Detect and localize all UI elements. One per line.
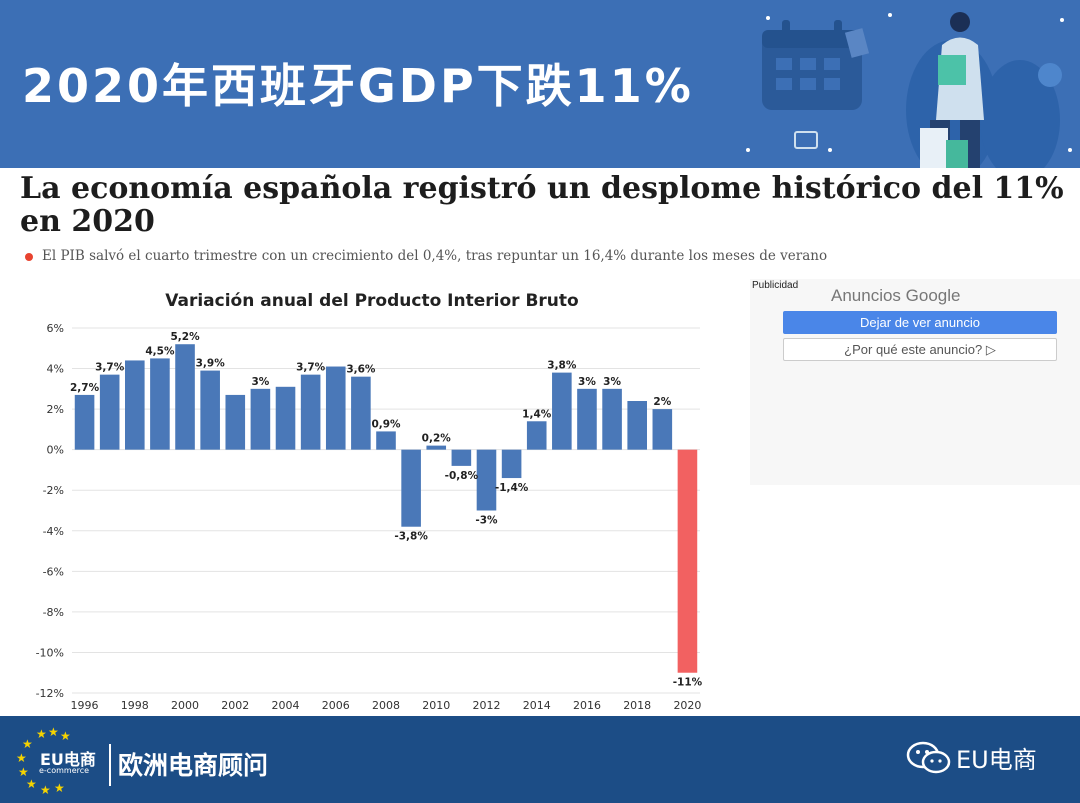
x-tick-label: 2020 xyxy=(673,699,701,712)
x-tick-label: 2002 xyxy=(221,699,249,712)
gdp-bar-chart: Variación anual del Producto Interior Br… xyxy=(36,291,703,712)
data-label-2014: 1,4% xyxy=(522,408,552,420)
data-label-2003: 3% xyxy=(251,376,269,388)
bar-2017 xyxy=(602,388,622,450)
article-headline: La economía española registró un desplom… xyxy=(20,171,1064,239)
svg-text:★: ★ xyxy=(48,726,59,739)
x-tick-label: 2006 xyxy=(322,699,350,712)
article-subhead: El PIB salvó el cuarto trimestre con un … xyxy=(42,248,828,264)
bar-2002 xyxy=(225,394,246,450)
bar-2001 xyxy=(200,370,220,450)
bar-2010 xyxy=(426,445,447,450)
bar-2014 xyxy=(526,421,547,450)
eu-logo-text: EU电商 xyxy=(40,750,96,769)
data-label-2008: 0,9% xyxy=(371,418,401,430)
y-tick-label: -6% xyxy=(43,565,64,578)
data-label-2017: 3% xyxy=(603,376,621,388)
eu-stars-icon: ★ ★ ★ ★★★ ★ ★ ★ xyxy=(16,726,71,794)
bar-2018 xyxy=(627,401,647,450)
x-tick-label: 2014 xyxy=(523,699,551,712)
bar-2016 xyxy=(577,388,597,450)
stop-ad-button[interactable]: Dejar de ver anuncio xyxy=(783,311,1057,334)
data-label-2020: -11% xyxy=(673,677,703,689)
svg-text:★: ★ xyxy=(36,727,47,741)
bar-2000 xyxy=(175,344,195,450)
bar-2005 xyxy=(300,374,321,450)
wechat-icon xyxy=(906,741,951,774)
data-label-2010: 0,2% xyxy=(422,433,452,445)
shopping-illustration-icon xyxy=(746,12,1072,168)
bar-2011 xyxy=(451,449,472,466)
bar-2008 xyxy=(376,431,396,450)
y-tick-label: 0% xyxy=(47,444,64,457)
data-label-2007: 3,6% xyxy=(346,364,376,376)
y-tick-label: -8% xyxy=(43,606,64,619)
bullet-icon xyxy=(25,253,33,261)
x-tick-label: 2016 xyxy=(573,699,601,712)
bar-1996 xyxy=(74,394,95,450)
why-ad-button[interactable]: ¿Por qué este anuncio? ▷ xyxy=(783,338,1057,361)
bar-2015 xyxy=(552,372,572,450)
header-banner: 2020年西班牙GDP下跌11% xyxy=(0,0,1080,168)
data-label-2019: 2% xyxy=(653,396,671,408)
footer-banner: ★ ★ ★ ★ ★ ★ ★ ★ ★ EU电商 e-commerce 欧洲电商顾问 EU电商 xyxy=(0,716,1080,803)
x-tick-label: 2010 xyxy=(422,699,450,712)
x-tick-label: 2004 xyxy=(272,699,300,712)
data-label-2011: -0,8% xyxy=(445,470,479,482)
data-label-2001: 3,9% xyxy=(196,358,226,370)
data-label-2013: -1,4% xyxy=(495,482,529,494)
bar-2009 xyxy=(401,449,421,527)
svg-text:★: ★ xyxy=(22,737,33,751)
svg-text:★: ★ xyxy=(16,751,27,765)
y-tick-label: 2% xyxy=(47,403,64,416)
data-label-2012: -3% xyxy=(475,515,498,527)
bar-2007 xyxy=(351,376,371,450)
ad-google-label: Anuncios Google xyxy=(831,286,961,305)
bar-2019 xyxy=(652,409,673,450)
bar-2020 xyxy=(677,449,698,673)
data-label-1997: 3,7% xyxy=(95,362,125,374)
x-tick-label: 2000 xyxy=(171,699,199,712)
bar-1997 xyxy=(99,374,120,450)
svg-text:★: ★ xyxy=(60,729,71,743)
svg-text:★: ★ xyxy=(18,765,29,779)
ad-panel: Publicidad Anuncios Google Dejar de ver … xyxy=(750,279,1080,485)
y-tick-label: -2% xyxy=(43,484,64,497)
x-tick-label: 2012 xyxy=(472,699,500,712)
footer-divider xyxy=(109,744,111,786)
data-label-2000: 5,2% xyxy=(170,331,200,343)
footer-brand: 欧洲电商顾问 xyxy=(118,751,269,780)
eu-logo-subtitle: e-commerce xyxy=(39,766,90,775)
data-label-2015: 3,8% xyxy=(547,360,577,372)
wechat-account-name: EU电商 xyxy=(956,746,1037,774)
y-tick-label: 6% xyxy=(47,322,64,335)
svg-text:★: ★ xyxy=(26,777,37,791)
x-tick-label: 2008 xyxy=(372,699,400,712)
data-label-1999: 4,5% xyxy=(145,345,175,357)
bar-2013 xyxy=(501,449,522,479)
y-tick-label: -10% xyxy=(36,646,64,659)
chart-title: Variación anual del Producto Interior Br… xyxy=(165,291,578,311)
header-title: 2020年西班牙GDP下跌11% xyxy=(22,59,694,113)
y-tick-label: -12% xyxy=(36,687,64,700)
bar-1999 xyxy=(150,358,170,450)
data-label-2009: -3,8% xyxy=(394,531,428,543)
bar-2006 xyxy=(325,366,346,450)
bar-1998 xyxy=(125,360,145,450)
bar-2003 xyxy=(250,388,271,450)
y-tick-label: -4% xyxy=(43,525,64,538)
data-label-1996: 2,7% xyxy=(70,382,100,394)
bar-2012 xyxy=(476,449,497,511)
x-tick-label: 1996 xyxy=(71,699,99,712)
bar-2004 xyxy=(275,386,296,450)
svg-text:★: ★ xyxy=(40,783,51,794)
y-tick-label: 4% xyxy=(47,363,64,376)
data-label-2005: 3,7% xyxy=(296,362,326,374)
svg-text:★: ★ xyxy=(54,781,65,794)
data-label-2016: 3% xyxy=(578,376,596,388)
x-tick-label: 1998 xyxy=(121,699,149,712)
x-tick-label: 2018 xyxy=(623,699,651,712)
ad-publicidad-label: Publicidad xyxy=(752,280,799,291)
